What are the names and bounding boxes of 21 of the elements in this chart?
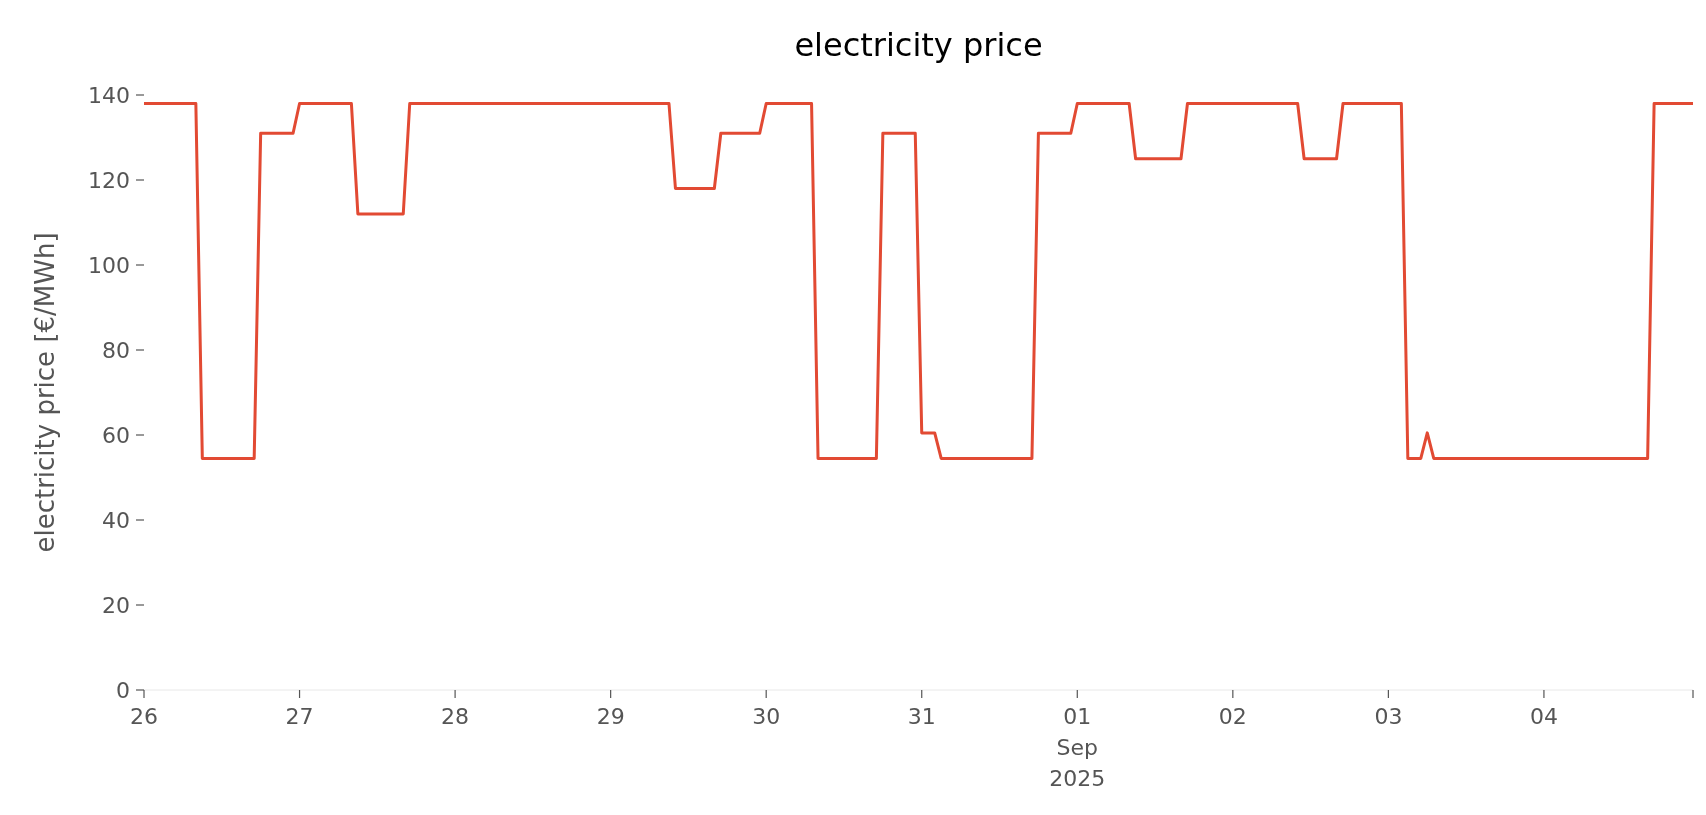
x-tick-label: 27: [285, 704, 314, 729]
x-tick-label: 29: [596, 704, 625, 729]
y-tick-label: 120: [88, 167, 130, 193]
y-tick-label: 20: [102, 592, 130, 618]
y-tick-label: 140: [88, 82, 130, 108]
line-series: [142, 102, 1695, 460]
chart-title: electricity price: [794, 26, 1043, 64]
y-tick-label: 60: [102, 422, 130, 448]
y-axis-title: electricity price [€/MWh]: [30, 232, 60, 553]
y-tick-label: 40: [102, 507, 130, 533]
x-tick-label: 30: [752, 704, 781, 729]
x-tick-label: 04: [1529, 704, 1558, 729]
x-tick-label: 02: [1218, 704, 1247, 729]
x-tick-label: 03: [1374, 704, 1403, 729]
x-tick-label: 26: [130, 704, 158, 729]
x-tick-label: 28: [441, 704, 470, 729]
y-tick-label: 80: [102, 337, 130, 363]
x-tick-label: 31: [907, 704, 936, 729]
x-tick-label: 01 Sep 2025: [1049, 704, 1106, 791]
y-tick-label: 0: [116, 677, 130, 703]
y-tick-label: 100: [88, 252, 130, 278]
